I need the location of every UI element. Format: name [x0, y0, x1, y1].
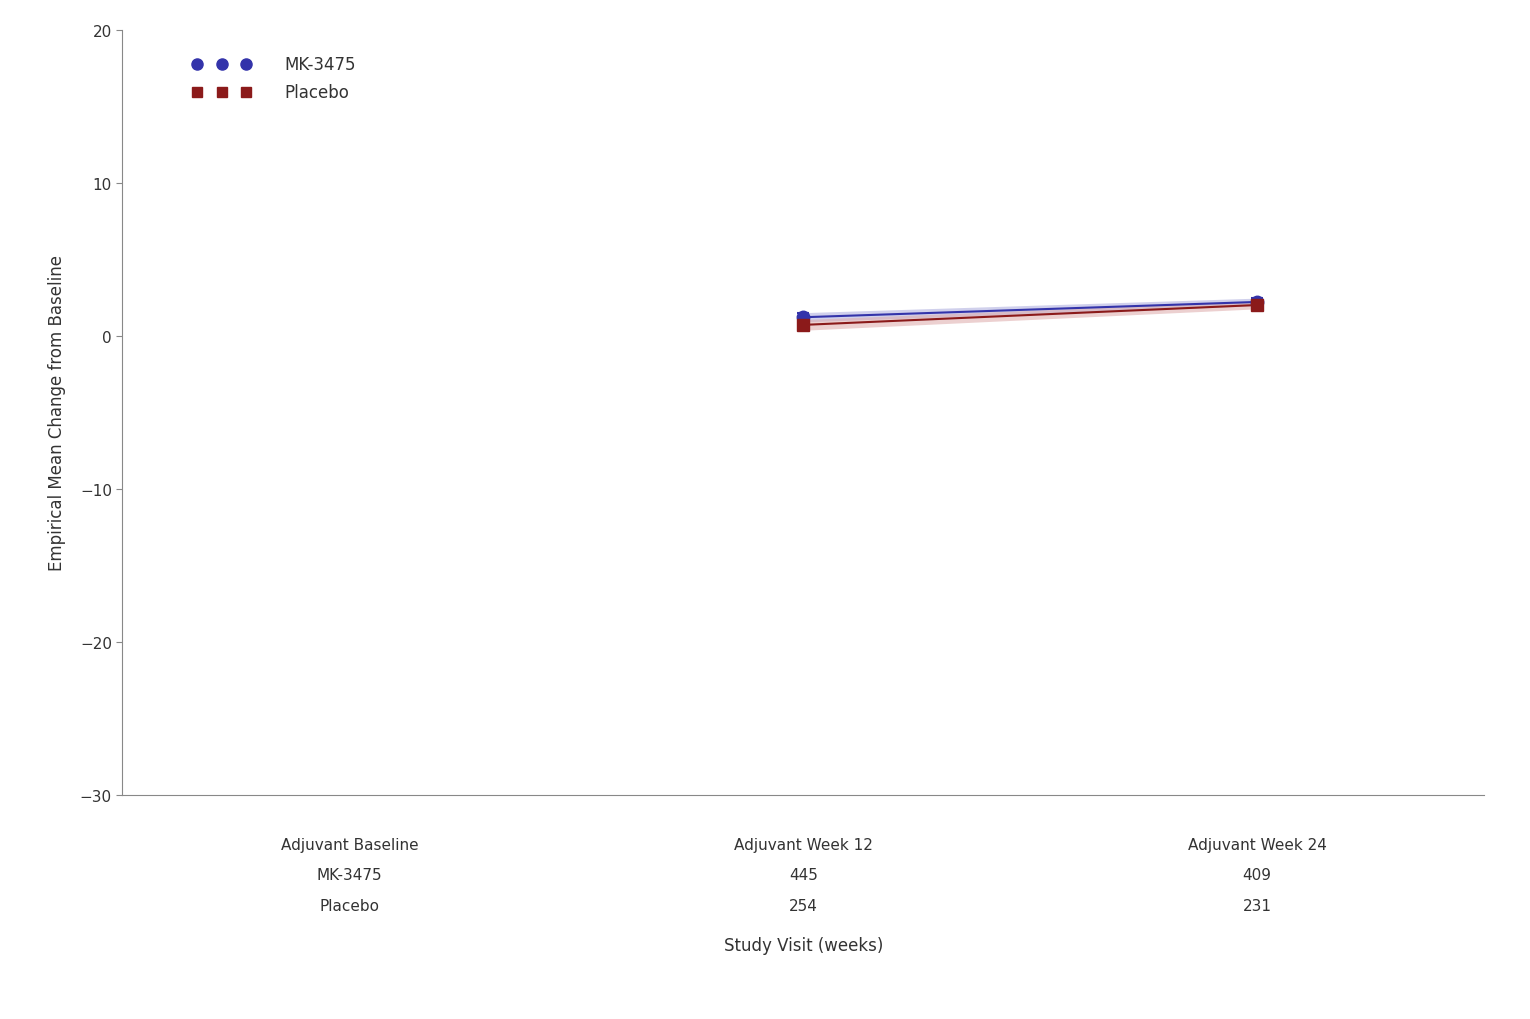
Text: MK-3475: MK-3475 [285, 56, 356, 74]
Text: 409: 409 [1242, 867, 1271, 882]
Text: Adjuvant Baseline: Adjuvant Baseline [280, 837, 418, 852]
Text: Study Visit (weeks): Study Visit (weeks) [724, 936, 883, 954]
Text: Placebo: Placebo [285, 85, 349, 102]
Text: Adjuvant Week 24: Adjuvant Week 24 [1187, 837, 1327, 852]
Text: 445: 445 [789, 867, 817, 882]
Text: Adjuvant Week 12: Adjuvant Week 12 [734, 837, 872, 852]
Text: MK-3475: MK-3475 [317, 867, 382, 882]
Text: Placebo: Placebo [320, 898, 379, 913]
Text: 231: 231 [1242, 898, 1271, 913]
Text: 254: 254 [789, 898, 817, 913]
Y-axis label: Empirical Mean Change from Baseline: Empirical Mean Change from Baseline [47, 255, 66, 571]
